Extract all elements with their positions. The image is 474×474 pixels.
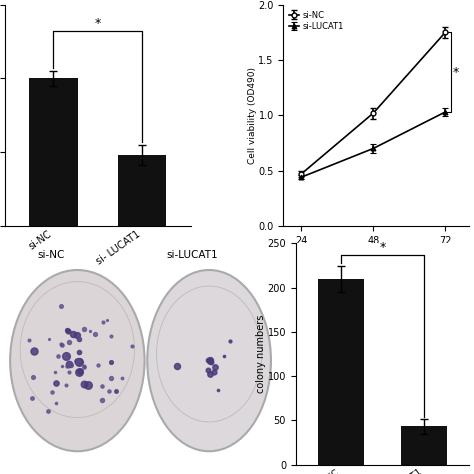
Legend: si-NC, si-LUCAT1: si-NC, si-LUCAT1 [288, 9, 346, 33]
Text: *: * [94, 17, 101, 30]
Text: *: * [453, 66, 459, 79]
Bar [319, 279, 364, 465]
Text: si-NC: si-NC [37, 250, 64, 260]
Bar [118, 155, 166, 226]
Bar [401, 427, 447, 465]
Y-axis label: Cell viability (OD490): Cell viability (OD490) [248, 67, 257, 164]
Ellipse shape [147, 270, 271, 451]
X-axis label: Hours: Hours [361, 248, 392, 258]
Y-axis label: colony numbers: colony numbers [256, 315, 266, 393]
Bar [29, 78, 78, 226]
Ellipse shape [10, 270, 145, 451]
Text: si-LUCAT1: si-LUCAT1 [166, 250, 218, 260]
Text: *: * [379, 241, 386, 254]
